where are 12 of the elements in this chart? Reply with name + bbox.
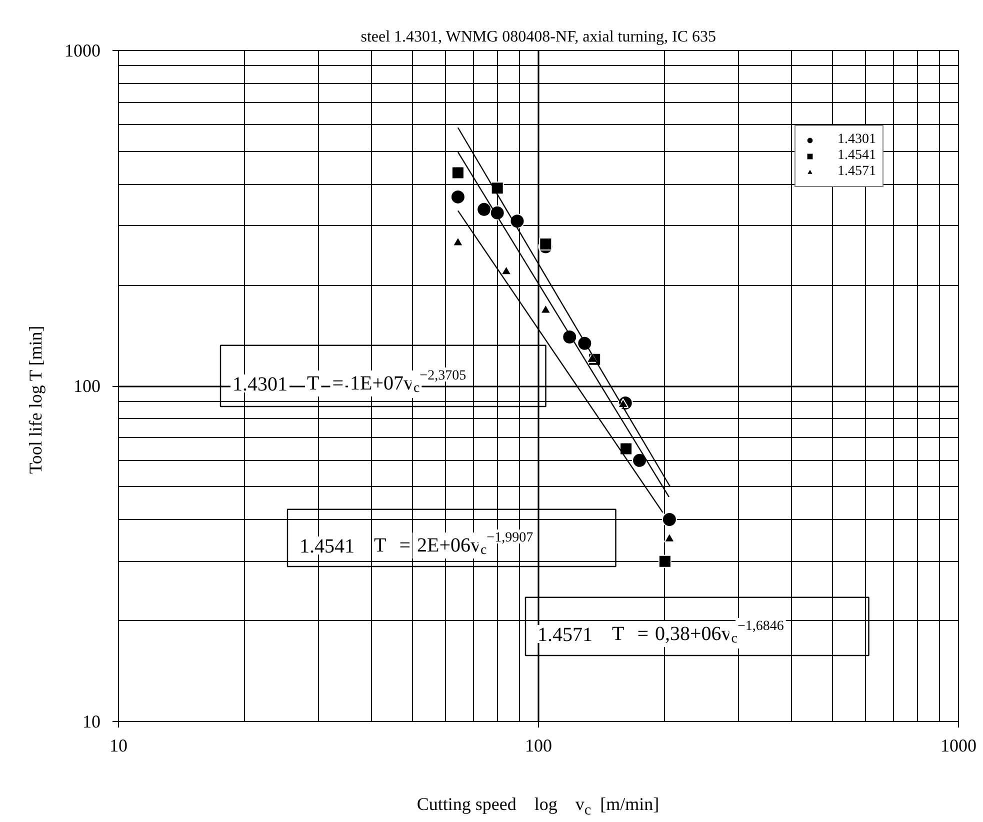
legend-label: 1.4571	[838, 164, 876, 180]
x-tick-label: 1000	[940, 736, 976, 756]
legend-label: 1.4541	[838, 148, 876, 164]
y-axis-title: Tool life log T [min]	[26, 326, 46, 474]
chart-title: steel 1.4301, WNMG 080408-NF, axial turning, IC 635	[360, 28, 716, 46]
y-tick-label: 100	[74, 376, 100, 396]
y-tick-label: 10	[82, 712, 100, 732]
x-tick-label: 10	[110, 736, 128, 756]
y-tick-label: 1000	[64, 40, 100, 60]
x-tick-label: 100	[525, 736, 552, 756]
x-axis-title: Cutting speed log v$_{c}$ [m/min]	[416, 793, 660, 821]
legend-label: 1.4301	[838, 132, 876, 148]
